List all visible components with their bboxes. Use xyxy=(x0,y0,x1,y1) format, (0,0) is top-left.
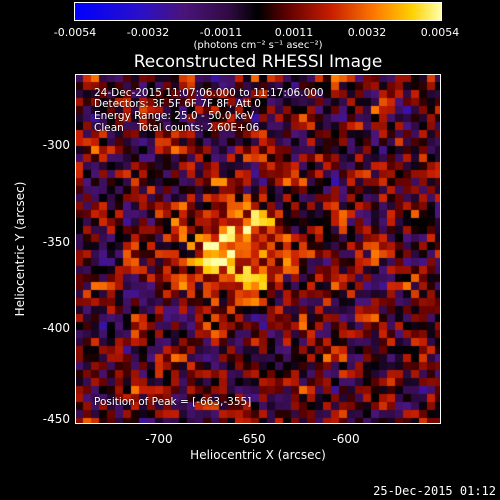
peak-position-text: Position of Peak = [-663,-355] xyxy=(94,396,252,408)
colorbar-tick: -0.0011 xyxy=(199,26,243,39)
colorbar-unit: (photons cm⁻² s⁻¹ asec⁻²) xyxy=(193,40,323,51)
y-tick-label: -300 xyxy=(42,138,70,152)
time-range-text: 24-Dec-2015 11:07:06.000 to 11:17:06.000 xyxy=(94,87,324,99)
image-title: Reconstructed RHESSI Image xyxy=(133,52,383,72)
colorbar-tick: 0.0032 xyxy=(347,26,387,39)
colorbar-tick: -0.0032 xyxy=(126,26,170,39)
energy-range-text: Energy Range: 25.0 - 50.0 keV xyxy=(94,110,255,122)
y-axis-label: Heliocentric Y (arcsec) xyxy=(13,181,27,317)
x-tick-label: -700 xyxy=(145,432,173,446)
x-tick-label: -650 xyxy=(238,432,266,446)
y-tick-label: -450 xyxy=(42,412,70,426)
rhessi-image xyxy=(75,74,441,424)
colorbar-tick: 0.0054 xyxy=(420,26,460,39)
timestamp: 25-Dec-2015 01:12 xyxy=(373,484,496,498)
colorbar xyxy=(74,2,442,21)
y-tick-label: -400 xyxy=(42,321,70,335)
x-axis-label: Heliocentric X (arcsec) xyxy=(190,448,326,462)
colorbar-tick: -0.0054 xyxy=(53,26,97,39)
clean-counts-text: Clean Total counts: 2.60E+06 xyxy=(94,122,260,134)
colorbar-tick: 0.0011 xyxy=(274,26,314,39)
plot-frame xyxy=(75,74,441,424)
x-tick-label: -600 xyxy=(332,432,360,446)
y-tick-label: -350 xyxy=(42,235,70,249)
detectors-text: Detectors: 3F 5F 6F 7F 8F, Att 0 xyxy=(94,98,261,110)
